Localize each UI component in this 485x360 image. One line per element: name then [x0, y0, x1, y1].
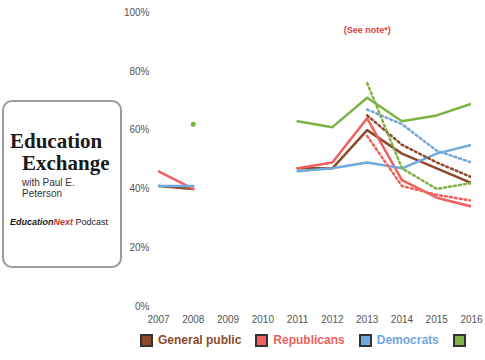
svg-text:2012: 2012 [321, 314, 344, 325]
svg-text:2015: 2015 [426, 314, 449, 325]
svg-text:2014: 2014 [391, 314, 414, 325]
svg-text:0%: 0% [135, 301, 150, 312]
svg-text:2016: 2016 [460, 314, 483, 325]
svg-text:40%: 40% [129, 183, 149, 194]
html-text:Democrats: Democrats [376, 333, 439, 347]
svg-text:60%: 60% [129, 124, 149, 135]
svg-text:2013: 2013 [356, 314, 379, 325]
svg-text:2007: 2007 [147, 314, 170, 325]
svg-text:100%: 100% [124, 7, 150, 18]
html-text:General public: General public [158, 333, 242, 347]
svg-text:20%: 20% [129, 242, 149, 253]
html-text:Republicans: Republicans [273, 333, 345, 347]
html-text:with Paul E. Peterson: with Paul E. Peterson [22, 177, 75, 199]
svg-text:(See note*): (See note*) [344, 25, 391, 35]
html-text:Education Next Podcast: Education Next Podcast [10, 217, 109, 227]
html-text:Education: Education [10, 129, 103, 153]
svg-text:2008: 2008 [182, 314, 205, 325]
svg-text:2010: 2010 [252, 314, 275, 325]
svg-text:80%: 80% [129, 66, 149, 77]
svg-text:2011: 2011 [287, 314, 309, 325]
svg-text:2009: 2009 [217, 314, 240, 325]
html-text:Exchange: Exchange [22, 151, 110, 175]
